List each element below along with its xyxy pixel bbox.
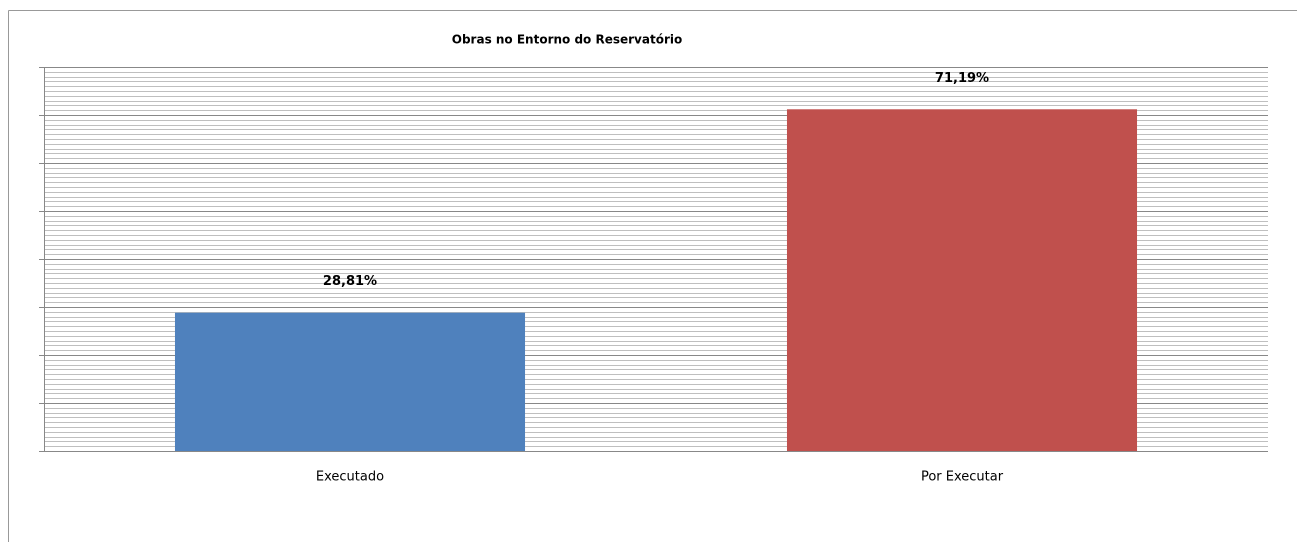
x-tick-label: Por Executar <box>921 470 1004 485</box>
chart-title: Obras no Entorno do Reservatório <box>452 33 682 47</box>
bar <box>786 109 1138 452</box>
data-label: 71,19% <box>935 71 989 86</box>
x-tick-label: Executado <box>316 470 384 485</box>
data-label: 28,81% <box>323 274 377 289</box>
bar <box>174 312 526 451</box>
